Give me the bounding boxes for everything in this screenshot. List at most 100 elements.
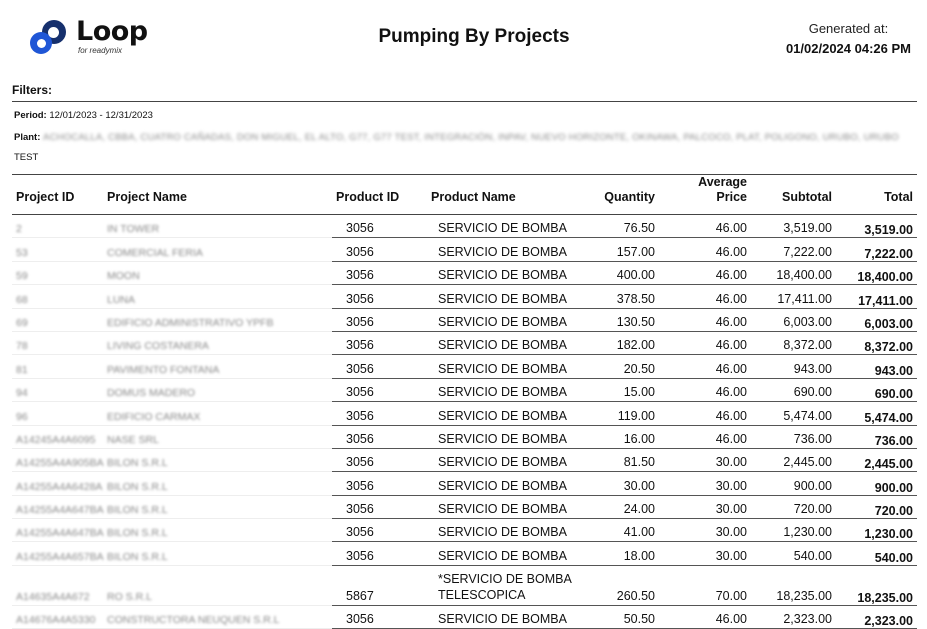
quantity-cell: 157.00 <box>575 237 659 262</box>
project-id-cell: A14245A4A6095 <box>12 425 103 449</box>
generated-at: Generated at: 01/02/2024 04:26 PM <box>786 20 911 60</box>
col-quantity[interactable]: Quantity <box>604 190 655 204</box>
total-cell: 690.00 <box>836 378 917 403</box>
product-name-cell: SERVICIO DE BOMBA <box>427 401 575 426</box>
average-price-cell: 46.00 <box>659 237 751 262</box>
product-id-cell: 3056 <box>332 261 427 286</box>
generated-value: 01/02/2024 04:26 PM <box>785 41 911 56</box>
project-id-cell: A14255A4A6428A <box>12 471 103 496</box>
project-id-cell: 69 <box>12 308 103 332</box>
project-name-cell-text: IN TOWER <box>107 223 160 236</box>
col-subtotal[interactable]: Subtotal <box>782 190 832 204</box>
quantity-cell: 24.00 <box>575 495 659 520</box>
project-name-cell-text: LIVING COSTANERA <box>107 340 209 353</box>
project-id-cell-text: 96 <box>16 410 28 423</box>
table-row[interactable]: 53 COMERCIAL FERIA 3056 SERVICIO DE BOMBA 15… <box>12 237 917 262</box>
quantity-cell: 41.00 <box>575 518 659 543</box>
table-row[interactable]: A14255A4A6428A BILON S.R.L 3056 SERVICIO DE… <box>12 471 917 496</box>
product-name-cell: SERVICIO DE BOMBA <box>427 495 575 520</box>
period-filter: Period: 12/01/2023 - 12/31/2023 <box>14 110 153 121</box>
subtotal-cell: 900.00 <box>751 471 836 496</box>
table-row[interactable]: 81 PAVIMENTO FONTANA 3056 SERVICIO DE BOMBA… <box>12 354 917 379</box>
project-id-cell: A14255A4A657BA <box>12 541 104 566</box>
project-id-cell-text: A14255A4A647BA <box>16 527 104 540</box>
subtotal-cell: 3,519.00 <box>751 214 836 239</box>
col-product-id[interactable]: Product ID <box>336 190 400 204</box>
quantity-cell: 15.00 <box>575 378 659 403</box>
product-name-cell: SERVICIO DE BOMBA <box>427 214 575 239</box>
subtotal-cell: 1,230.00 <box>751 518 836 543</box>
table-row[interactable]: 68 LUNA 3056 SERVICIO DE BOMBA 378.50 46.00 17… <box>12 284 917 309</box>
project-id-cell-text: 59 <box>16 270 28 283</box>
average-price-cell: 46.00 <box>659 284 751 309</box>
subtotal-cell: 2,323.00 <box>751 605 836 629</box>
col-average-price[interactable]: Average Price <box>698 175 747 204</box>
table-row[interactable]: 78 LIVING COSTANERA 3056 SERVICIO DE BOMBA 1… <box>12 331 917 356</box>
subtotal-cell: 5,474.00 <box>751 401 836 426</box>
total-cell: 943.00 <box>836 354 917 379</box>
table-row[interactable]: A14245A4A6095 NASE SRL 3056 SERVICIO DE BOM… <box>12 425 917 449</box>
table-row[interactable]: A14255A4A905BA BILON S.R.L 3056 SERVICIO DE… <box>12 448 917 473</box>
product-id-cell: 3056 <box>332 331 427 356</box>
average-price-cell: 46.00 <box>659 261 751 286</box>
project-name-cell-text: DOMUS MADERO <box>107 387 196 400</box>
col-project-id[interactable]: Project ID <box>16 190 75 204</box>
pumping-table: Project ID Project Name Product ID Produ… <box>12 174 917 629</box>
product-id-cell: 3056 <box>332 518 427 543</box>
table-row[interactable]: A14676A4A5330 CONSTRUCTORA NEUQUEN S.R.L 3… <box>12 605 917 629</box>
total-cell: 2,445.00 <box>836 448 917 473</box>
table-row[interactable]: A14635A4A672 RO S.R.L 5867 *SERVICIO DE BOM… <box>12 565 917 606</box>
table-row[interactable]: 59 MOON 3056 SERVICIO DE BOMBA 400.00 46.00 18… <box>12 261 917 286</box>
project-id-cell: 78 <box>12 331 103 356</box>
project-id-cell: 96 <box>12 401 103 426</box>
total-cell: 1,230.00 <box>836 518 917 543</box>
subtotal-cell: 18,235.00 <box>751 565 836 606</box>
project-name-cell: BILON S.R.L <box>103 541 332 566</box>
subtotal-cell: 720.00 <box>751 495 836 520</box>
total-cell: 17,411.00 <box>836 284 917 309</box>
average-price-cell: 30.00 <box>659 541 751 566</box>
table-row[interactable]: 94 DOMUS MADERO 3056 SERVICIO DE BOMBA 15.00… <box>12 378 917 403</box>
product-name-cell: SERVICIO DE BOMBA <box>427 237 575 262</box>
project-id-cell: 94 <box>12 378 103 403</box>
project-name-cell-text: LUNA <box>107 293 136 306</box>
quantity-cell: 50.50 <box>575 605 659 629</box>
average-price-cell: 46.00 <box>659 308 751 332</box>
project-id-cell-text: A14635A4A672 <box>16 590 90 603</box>
quantity-cell: 182.00 <box>575 331 659 356</box>
product-id-cell: 3056 <box>332 378 427 403</box>
project-id-cell-text: A14255A4A905BA <box>16 457 104 470</box>
product-id-cell: 3056 <box>332 214 427 239</box>
product-name-cell: SERVICIO DE BOMBA <box>427 284 575 309</box>
project-id-cell-text: 81 <box>16 363 28 376</box>
project-id-cell: A14255A4A647BA <box>12 518 104 543</box>
project-id-cell: A14635A4A672 <box>12 565 103 606</box>
filters-heading: Filters: <box>12 83 53 97</box>
project-id-cell-text: 69 <box>16 316 28 329</box>
project-id-cell: A14255A4A905BA <box>12 448 104 473</box>
table-row[interactable]: 2 IN TOWER 3056 SERVICIO DE BOMBA 76.50 46.00… <box>12 214 917 239</box>
total-cell: 736.00 <box>836 425 917 449</box>
table-row[interactable]: 96 EDIFICIO CARMAX 3056 SERVICIO DE BOMBA 11… <box>12 401 917 426</box>
table-row[interactable]: 69 EDIFICIO ADMINISTRATIVO YPFB 3056 SERVIC… <box>12 308 917 332</box>
project-name-cell: BILON S.R.L <box>103 518 332 543</box>
product-name-cell: SERVICIO DE BOMBA <box>427 518 575 543</box>
project-id-cell-text: 2 <box>16 223 22 236</box>
filters-divider <box>12 101 917 102</box>
col-total[interactable]: Total <box>884 190 913 204</box>
table-row[interactable]: A14255A4A647BA BILON S.R.L 3056 SERVICIO DE… <box>12 495 917 520</box>
col-product-name[interactable]: Product Name <box>431 190 516 204</box>
quantity-cell: 119.00 <box>575 401 659 426</box>
project-name-cell: PAVIMENTO FONTANA <box>103 354 332 379</box>
table-row[interactable]: A14255A4A647BA BILON S.R.L 3056 SERVICIO DE… <box>12 518 917 543</box>
project-name-cell: NASE SRL <box>103 425 332 449</box>
total-cell: 8,372.00 <box>836 331 917 356</box>
table-row[interactable]: A14255A4A657BA BILON S.R.L 3056 SERVICIO DE… <box>12 541 917 566</box>
project-name-cell: LUNA <box>103 284 332 309</box>
project-name-cell: RO S.R.L <box>103 565 332 606</box>
col-project-name[interactable]: Project Name <box>107 190 187 204</box>
table-header-row: Project ID Project Name Product ID Produ… <box>12 174 917 215</box>
product-name-cell: SERVICIO DE BOMBA <box>427 541 575 566</box>
project-name-cell: CONSTRUCTORA NEUQUEN S.R.L <box>103 605 332 629</box>
product-name-cell: SERVICIO DE BOMBA <box>427 378 575 403</box>
